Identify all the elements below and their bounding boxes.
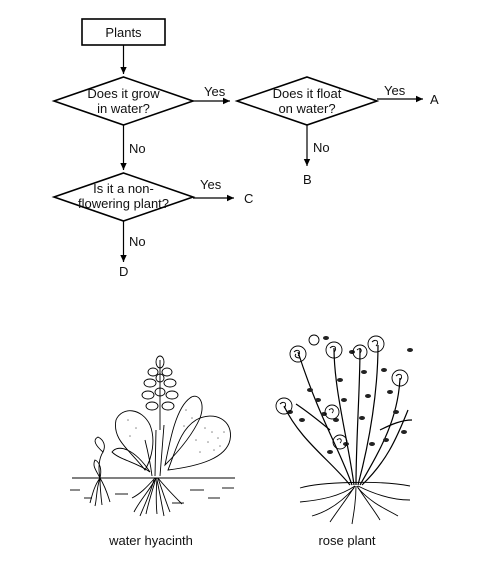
flowchart: Plants Does it grow in water? Yes No Doe… [51,18,439,279]
water-lines [70,477,235,504]
small-offshoot [89,436,111,507]
hyacinth-flower-spike [141,355,179,430]
rose-flowers [275,334,409,450]
q3-no-label: No [129,234,146,249]
start-label: Plants [105,25,142,40]
caption-water-hyacinth: water hyacinth [108,533,193,548]
rose-leaves [287,336,413,454]
start-node: Plants [81,18,166,46]
rose-plant-illustration: rose plant [275,334,413,548]
rose-roots [299,485,411,525]
water-hyacinth-illustration: water hyacinth [70,355,235,548]
q2-yes-label: Yes [384,83,406,98]
decision-grow-in-water: Does it grow in water? [51,76,196,126]
rose-stems [283,344,413,486]
outcome-a: A [430,92,439,107]
outcome-b: B [303,172,312,187]
q1-line1: Does it grow [87,86,160,101]
q3-yes-label: Yes [200,177,222,192]
q1-line2: in water? [97,101,150,116]
outcome-c: C [244,191,253,206]
q1-no-label: No [129,141,146,156]
q2-line1: Does it float [273,86,342,101]
q2-line2: on water? [278,101,335,116]
q3-line2: flowering plant? [78,196,169,211]
hyacinth-leaves [111,395,231,477]
q2-no-label: No [313,140,330,155]
caption-rose-plant: rose plant [318,533,375,548]
decision-non-flowering: Is it a non- flowering plant? [51,172,196,222]
outcome-d: D [119,264,128,279]
ground-line [299,481,411,489]
q1-yes-label: Yes [204,84,226,99]
hyacinth-roots [131,477,183,517]
decision-float-on-water: Does it float on water? [234,76,380,126]
q3-line1: Is it a non- [93,181,154,196]
